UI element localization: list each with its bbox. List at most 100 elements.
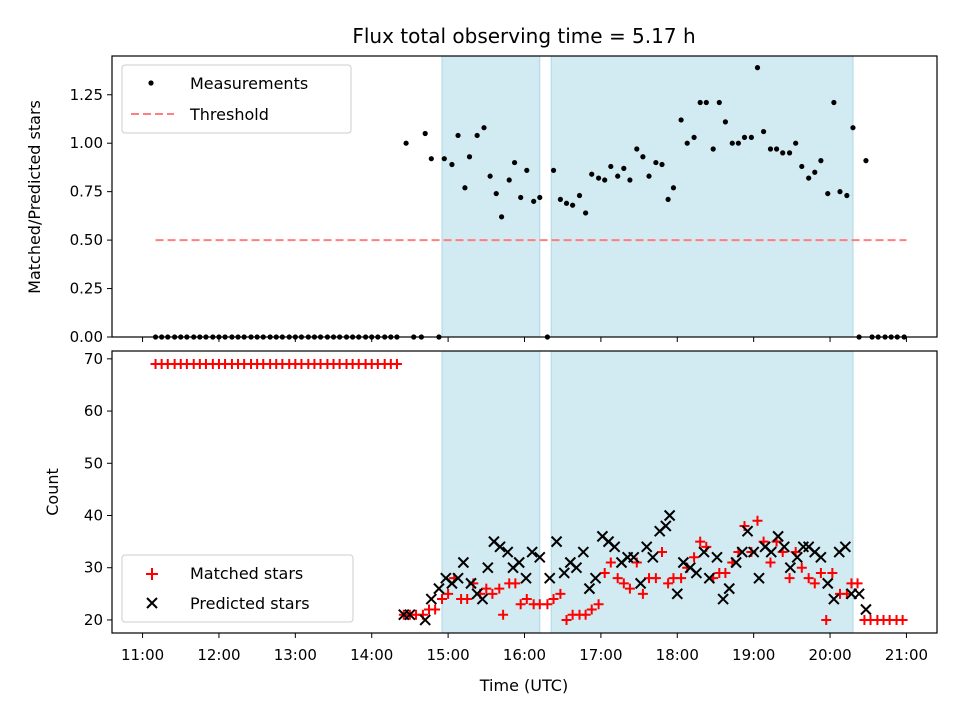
y-tick-label: 1.00 (70, 134, 103, 152)
matched-star-point (650, 573, 661, 584)
measurement-point (589, 171, 595, 177)
bottom-shaded-regions (441, 350, 854, 634)
legend-threshold-label: Threshold (189, 105, 269, 124)
matched-star-point (827, 567, 838, 578)
y-tick-label: 1.25 (70, 86, 103, 104)
measurement-point (818, 158, 824, 164)
measurement-point (462, 185, 468, 191)
matched-star-point (796, 562, 807, 573)
matched-star-point (510, 578, 521, 589)
predicted-star-point (457, 556, 470, 569)
x-tick-label: 13:00 (274, 646, 317, 664)
predicted-star-point (526, 546, 538, 558)
measurement-point (780, 150, 786, 156)
predicted-star-point (860, 603, 872, 616)
measurement-point (850, 125, 856, 131)
measurement-point (773, 146, 780, 152)
measurement-point (524, 167, 530, 173)
predicted-star-point (628, 551, 640, 563)
predicted-star-point (583, 582, 596, 595)
predicted-star-point (476, 593, 489, 605)
predicted-star-point (404, 609, 416, 621)
measurement-point (615, 173, 621, 179)
measurement-point (493, 190, 499, 197)
measurement-point (428, 156, 434, 162)
measurement-point (608, 163, 614, 170)
predicted-star-point (544, 572, 556, 584)
top-legend-box (121, 64, 352, 134)
predicted-star-point (550, 535, 563, 548)
matched-star-point (657, 547, 667, 558)
measurement-point (422, 130, 428, 137)
y-tick-label: 50 (84, 454, 103, 472)
matched-star-point (599, 567, 610, 578)
y-tick-label: 60 (84, 402, 103, 420)
measurement-point (767, 146, 774, 152)
matched-star-point (784, 573, 795, 584)
predicted-star-point (419, 614, 431, 626)
measurement-point (403, 140, 409, 146)
measurement-point (722, 119, 729, 125)
bottom-y-axis-label: Count (43, 468, 62, 516)
predicted-star-point (772, 530, 784, 543)
measurement-point (703, 99, 709, 106)
predicted-star-point (482, 562, 494, 574)
matched-star-point (498, 609, 509, 620)
predicted-star-point (730, 556, 742, 569)
predicted-star-point (577, 546, 590, 558)
measurement-point (793, 140, 799, 146)
measurement-point (760, 128, 767, 135)
matched-star-point (815, 567, 826, 578)
shaded-region (550, 350, 854, 634)
matched-star-point (555, 588, 566, 599)
measurement-point (570, 202, 576, 208)
matched-star-point (561, 614, 572, 625)
predicted-star-point (741, 525, 754, 537)
measurement-point (506, 177, 512, 183)
predicted-star-point (570, 562, 583, 574)
predicted-star-point (828, 593, 840, 605)
matched-star-point (803, 573, 814, 584)
measurement-point (659, 161, 665, 168)
measurement-point (474, 132, 480, 139)
measurement-point (576, 192, 583, 199)
shaded-region (550, 55, 854, 338)
predicted-star-point (671, 588, 683, 600)
predicted-star-point (465, 577, 477, 590)
predicted-star-point (822, 577, 834, 590)
predicted-star-point (608, 541, 621, 553)
measurement-point (537, 194, 543, 201)
matched-star-point (521, 594, 532, 605)
legend-predicted-label: Predicted stars (190, 594, 310, 613)
legend-measurements-label: Measurements (190, 74, 308, 93)
matched-star-point (391, 359, 402, 370)
matched-star-point (462, 594, 473, 605)
matched-star-point (897, 614, 908, 625)
measurement-point (799, 163, 805, 170)
predicted-star-point (747, 546, 760, 558)
matched-star-point (689, 552, 700, 563)
matched-star-point (437, 594, 447, 605)
measurement-point (665, 196, 671, 203)
measurement-point (748, 134, 754, 140)
matched-star-point (618, 578, 629, 589)
measurement-point (831, 99, 837, 106)
y-tick-label: 0.75 (70, 183, 103, 201)
predicted-star-point (703, 572, 716, 584)
predicted-star-point (717, 593, 729, 605)
x-tick-label: 15:00 (426, 646, 469, 664)
y-tick-label: 40 (84, 507, 103, 525)
predicted-star-point (425, 593, 438, 605)
chart-title: Flux total observing time = 5.17 h (352, 24, 695, 48)
measurement-point (837, 189, 843, 195)
predicted-star-point (765, 546, 777, 558)
measurement-point (844, 192, 850, 199)
top-legend: Measurements Threshold (121, 64, 352, 134)
measurement-point (557, 196, 564, 203)
measurement-point (697, 99, 703, 106)
matched-star-point (612, 573, 623, 584)
measurement-point (441, 156, 447, 162)
predicted-star-point (660, 520, 672, 532)
measurement-point (455, 132, 461, 139)
